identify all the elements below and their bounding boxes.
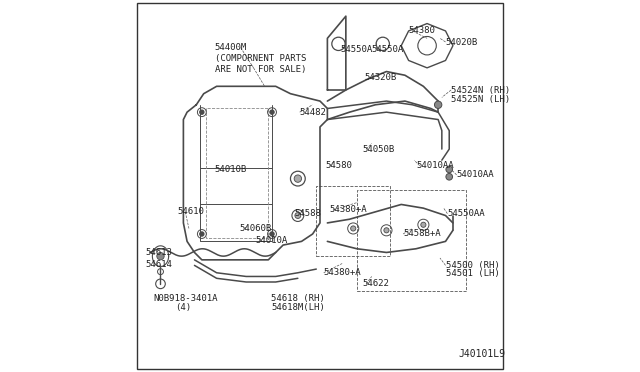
Text: 54482: 54482 (300, 108, 326, 117)
Text: (COMPORNENT PARTS: (COMPORNENT PARTS (215, 54, 306, 63)
Text: 54524N (RH): 54524N (RH) (451, 86, 510, 94)
Text: (4): (4) (175, 303, 191, 312)
Text: 54010B: 54010B (215, 165, 247, 174)
Circle shape (270, 232, 274, 236)
Text: 54550A: 54550A (372, 45, 404, 54)
Text: 54550A: 54550A (340, 45, 372, 54)
Text: J40101L9: J40101L9 (458, 349, 506, 359)
Text: 54320B: 54320B (364, 73, 397, 81)
Circle shape (420, 222, 426, 227)
Text: 54060B: 54060B (239, 224, 272, 233)
Circle shape (384, 228, 389, 233)
Text: 54020B: 54020B (445, 38, 478, 46)
Text: 5458B+A: 5458B+A (403, 230, 441, 238)
Circle shape (446, 173, 452, 180)
Text: 54380: 54380 (408, 26, 435, 35)
Text: 54550AA: 54550AA (447, 209, 485, 218)
Circle shape (294, 175, 301, 182)
Text: 54400M: 54400M (215, 43, 247, 52)
Text: 54588: 54588 (294, 209, 321, 218)
Circle shape (446, 166, 452, 173)
Text: 54618 (RH): 54618 (RH) (271, 294, 325, 303)
Circle shape (157, 253, 164, 260)
Text: 54501 (LH): 54501 (LH) (445, 269, 499, 278)
Text: 54622: 54622 (362, 279, 389, 288)
Text: 54010A: 54010A (255, 236, 287, 245)
Circle shape (435, 101, 442, 109)
Circle shape (270, 110, 274, 114)
Text: 54610: 54610 (178, 207, 205, 217)
Circle shape (351, 226, 356, 231)
Text: ARE NOT FOR SALE): ARE NOT FOR SALE) (215, 65, 306, 74)
Text: 54525N (LH): 54525N (LH) (451, 95, 510, 104)
Bar (316, 186, 390, 256)
Circle shape (295, 212, 301, 218)
Text: N0B918-3401A: N0B918-3401A (153, 294, 218, 303)
Text: 54614: 54614 (146, 260, 173, 269)
Text: 54500 (RH): 54500 (RH) (445, 261, 499, 270)
Circle shape (200, 110, 204, 114)
Text: 54613: 54613 (146, 248, 173, 257)
Circle shape (200, 232, 204, 236)
Text: 54380+A: 54380+A (324, 268, 362, 277)
Text: 54050B: 54050B (362, 145, 395, 154)
Text: 54010AA: 54010AA (416, 161, 454, 170)
Text: 54010AA: 54010AA (456, 170, 494, 179)
Text: 54618M(LH): 54618M(LH) (271, 303, 325, 312)
Bar (357, 190, 466, 291)
Text: 54380+A: 54380+A (329, 205, 367, 215)
Text: 54580: 54580 (326, 161, 353, 170)
